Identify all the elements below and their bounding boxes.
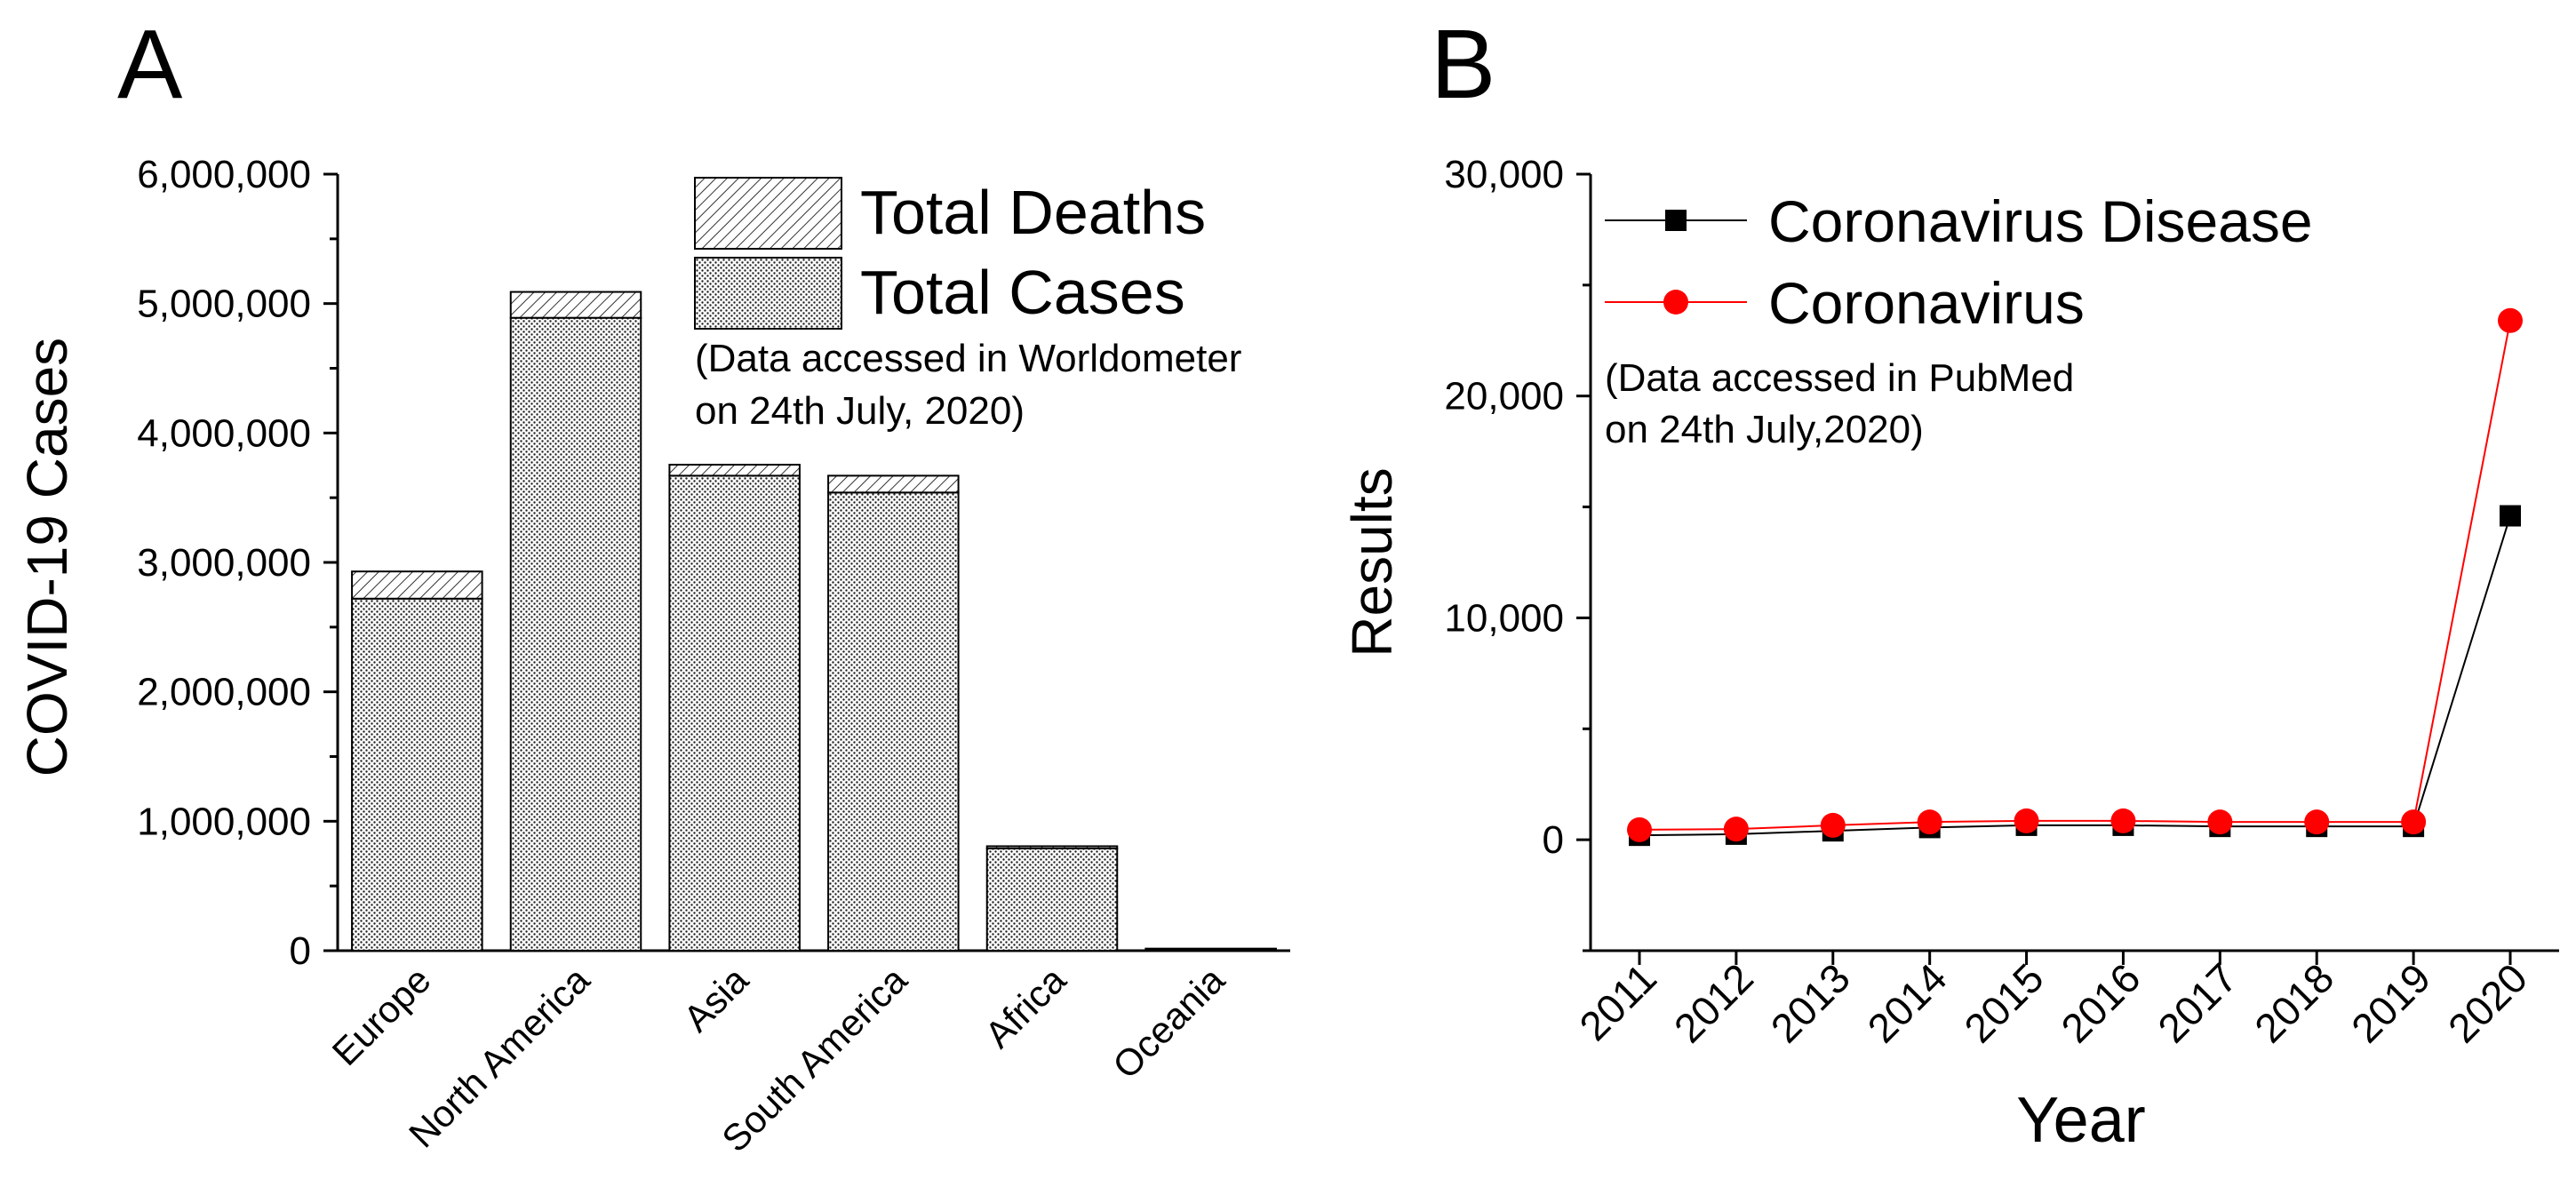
panel-b-y-tick-label: 10,000 <box>1444 596 1564 640</box>
legend-marker-coronavirus <box>1663 290 1688 315</box>
bar-total-deaths-europe <box>351 570 483 600</box>
panel-b-x-tick-label: 2016 <box>2052 954 2149 1051</box>
legend-label-coronavirus: Coronavirus <box>1768 270 2085 336</box>
point-coronavirus-2015 <box>2014 808 2039 833</box>
panel-b-legend: Coronavirus Disease Coronavirus (Data ac… <box>1605 188 2313 451</box>
panel-b-y-tick-label: 20,000 <box>1444 375 1564 418</box>
point-coronavirus-2012 <box>1723 817 1749 842</box>
point-coronavirus-2013 <box>1820 812 1846 838</box>
series-line-coronavirus <box>1639 320 2511 831</box>
panel-b-x-tick-label: 2019 <box>2342 954 2439 1051</box>
point-coronavirus-2011 <box>1627 817 1652 842</box>
point-coronavirus-disease-2020 <box>2500 505 2521 527</box>
panel-b-x-tick-label: 2015 <box>1955 954 2052 1051</box>
panel-a-y-tick-label: 1,000,000 <box>137 800 311 843</box>
panel-b-letter: B <box>1431 10 1495 119</box>
panel-b-y-tick-label: 30,000 <box>1444 153 1564 196</box>
panel-b-y-tick-label: 0 <box>1543 818 1564 862</box>
bar-total-deaths-south-america <box>827 474 960 494</box>
panel-a-y-tick-label: 4,000,000 <box>137 411 311 455</box>
panel-a-x-tick-label: Asia <box>675 959 756 1040</box>
legend-marker-coronavirus-disease <box>1665 210 1687 231</box>
panel-a-y-tick-label: 3,000,000 <box>137 541 311 585</box>
panel-a-legend: Total Deaths Total Cases (Data accessed … <box>694 177 1241 433</box>
point-coronavirus-2018 <box>2304 809 2330 835</box>
bar-total-deaths-asia <box>668 464 801 477</box>
point-coronavirus-2019 <box>2401 809 2427 835</box>
panel-b-annotation-line-1: (Data accessed in PubMed <box>1605 356 2074 400</box>
point-coronavirus-2017 <box>2207 809 2233 835</box>
legend-label-coronavirus-disease: Coronavirus Disease <box>1768 188 2313 254</box>
legend-swatch-total-deaths <box>694 177 842 250</box>
panel-a-y-axis-label: COVID-19 Cases <box>15 338 79 777</box>
bar-total-deaths-oceania <box>1144 947 1277 951</box>
panel-b-x-tick-label: 2011 <box>1570 954 1665 1049</box>
point-coronavirus-2016 <box>2110 808 2136 833</box>
panel-b-x-tick-label: 2012 <box>1665 954 1762 1051</box>
panel-a-y-tick-label: 0 <box>290 929 311 973</box>
panel-a-x-tick-label: Africa <box>977 959 1074 1056</box>
panel-b-x-tick-label: 2013 <box>1762 954 1859 1051</box>
panel-a-annotation-line-1: (Data accessed in Worldometer <box>695 337 1241 380</box>
legend-swatch-total-cases <box>694 257 842 330</box>
panel-a-x-tick-label: Oceania <box>1105 959 1232 1087</box>
panel-a-annotation-line-2: on 24th July, 2020) <box>695 389 1025 433</box>
bar-total-cases-africa <box>985 847 1119 952</box>
panel-b-x-tick-label: 2020 <box>2439 954 2536 1051</box>
bar-total-cases-asia <box>668 474 801 952</box>
panel-b-x-tick-label: 2018 <box>2245 954 2342 1051</box>
bar-total-deaths-north-america <box>509 291 642 319</box>
panel-a-y-tick-label: 2,000,000 <box>137 671 311 714</box>
panel-b-x-tick-label: 2017 <box>2149 954 2245 1051</box>
panel-b-x-tick-label: 2014 <box>1859 954 1956 1051</box>
panel-b-x-axis-label: Year <box>2016 1085 2145 1156</box>
series-line-coronavirus-disease <box>1639 515 2511 837</box>
panel-a-letter: A <box>117 10 183 119</box>
panel-a-y-tick-label: 6,000,000 <box>137 153 311 196</box>
bar-total-cases-south-america <box>827 491 960 952</box>
bar-total-cases-europe <box>351 597 483 952</box>
panel-a-y-tick-label: 5,000,000 <box>137 283 311 326</box>
legend-label-total-deaths: Total Deaths <box>860 178 1206 247</box>
panel-b-annotation-line-2: on 24th July,2020) <box>1605 408 1924 451</box>
bar-total-cases-north-america <box>509 316 642 952</box>
point-coronavirus-2020 <box>2498 307 2523 333</box>
panel-b-y-axis-label: Results <box>1340 467 1404 657</box>
bar-total-deaths-africa <box>985 845 1119 849</box>
panel-a-x-tick-label: Europe <box>324 959 439 1073</box>
point-coronavirus-2014 <box>1917 809 1942 835</box>
legend-label-total-cases: Total Cases <box>860 258 1185 327</box>
